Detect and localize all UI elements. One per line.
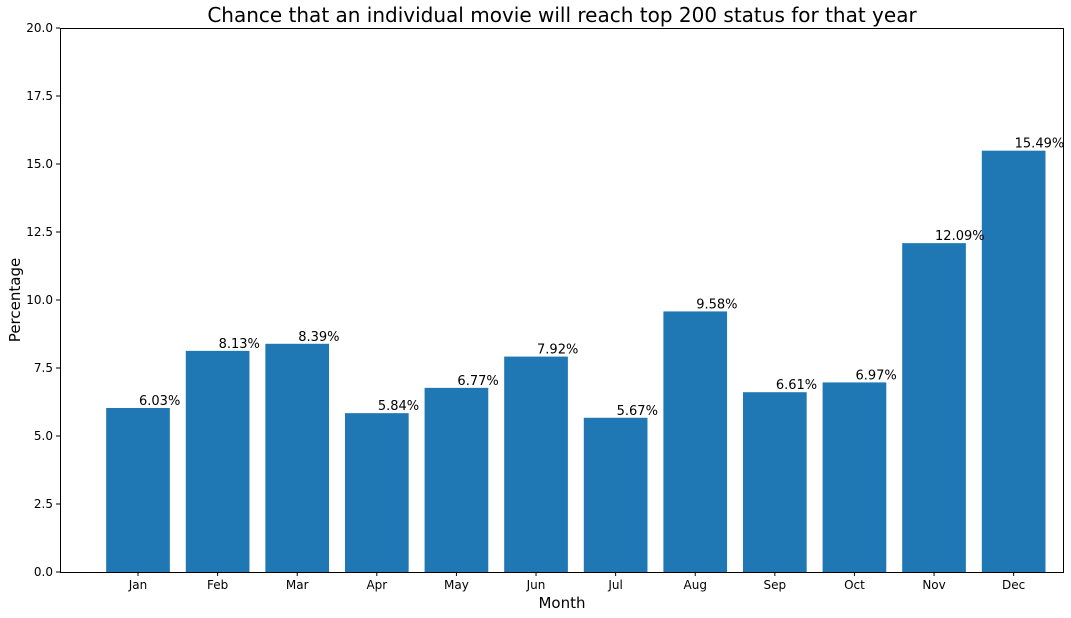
y-tick-label-0: 0.0: [34, 565, 53, 579]
data-label-mar: 8.39%: [298, 330, 339, 345]
data-label-dec: 15.49%: [1015, 137, 1065, 152]
bar-may: [424, 387, 489, 572]
x-tick-label-oct: Oct: [844, 578, 865, 592]
bar-nov: [902, 243, 966, 573]
data-label-apr: 5.84%: [378, 399, 419, 414]
x-axis-label: Month: [538, 594, 585, 612]
x-tick-label-may: May: [444, 578, 469, 592]
x-tick-label-jun: Jun: [526, 578, 546, 592]
plot-frame: [60, 28, 1064, 573]
chart-title: Chance that an individual movie will rea…: [207, 3, 917, 27]
y-tick-label-4: 10.0: [26, 293, 53, 307]
x-tick-label-dec: Dec: [1002, 578, 1025, 592]
data-label-may: 6.77%: [457, 374, 498, 389]
data-label-oct: 6.97%: [855, 368, 896, 383]
y-tick-label-8: 20.0: [26, 21, 53, 35]
data-label-aug: 9.58%: [696, 297, 737, 312]
y-axis: 0.0 2.5 5.0 7.5 10.0 12.5 15.0 17.5 20.0: [26, 21, 60, 579]
y-tick-label-1: 2.5: [34, 497, 53, 511]
x-tick-label-sep: Sep: [764, 578, 787, 592]
bars-layer: [106, 150, 1046, 573]
bar-jun: [504, 356, 568, 572]
x-tick-label-jul: Jul: [607, 578, 622, 592]
bar-aug: [663, 311, 728, 572]
bar-jan: [106, 407, 170, 572]
x-tick-label-jan: Jan: [128, 578, 148, 592]
x-tick-label-mar: Mar: [286, 578, 309, 592]
bar-sep: [742, 392, 807, 572]
data-label-jan: 6.03%: [139, 394, 180, 409]
bar-feb: [185, 350, 250, 572]
y-tick-label-2: 5.0: [34, 429, 53, 443]
x-tick-label-aug: Aug: [684, 578, 707, 592]
x-tick-label-nov: Nov: [922, 578, 945, 592]
bar-oct: [822, 382, 887, 572]
data-label-feb: 8.13%: [219, 337, 260, 352]
x-tick-label-feb: Feb: [207, 578, 228, 592]
y-tick-label-7: 17.5: [26, 89, 53, 103]
y-tick-label-6: 15.0: [26, 157, 53, 171]
data-label-jul: 5.67%: [617, 404, 658, 419]
data-labels: 6.03% 8.13% 8.39% 5.84% 6.77% 7.92% 5.67% 9.58%…: [139, 137, 1064, 419]
y-axis-label: Percentage: [6, 258, 24, 342]
y-tick-label-3: 7.5: [34, 361, 53, 375]
data-label-jun: 7.92%: [537, 343, 578, 358]
data-label-sep: 6.61%: [776, 378, 817, 393]
bar-jul: [583, 417, 648, 572]
y-tick-label-5: 12.5: [26, 225, 53, 239]
bar-dec: [981, 150, 1046, 572]
x-axis: Jan Feb Mar Apr May Jun Jul Aug Sep Oct Nov Dec: [128, 572, 1025, 592]
x-tick-label-apr: Apr: [366, 578, 387, 592]
bar-mar: [265, 343, 330, 572]
data-label-nov: 12.09%: [935, 229, 985, 244]
bar-apr: [344, 413, 409, 572]
